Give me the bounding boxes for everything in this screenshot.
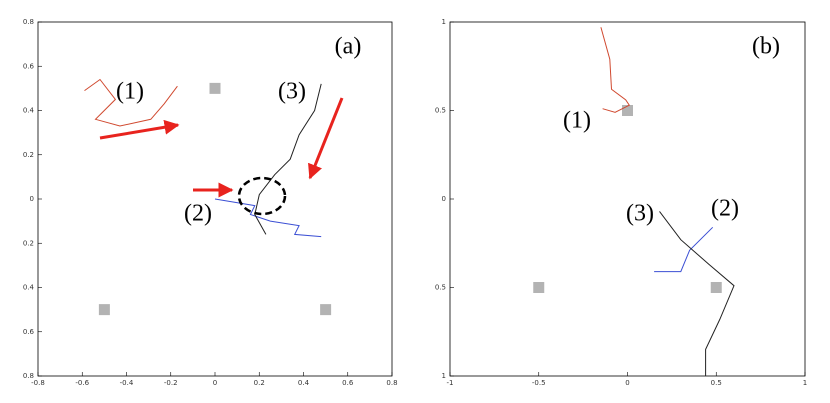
annotation: (2) <box>711 196 739 222</box>
x-tick-label: -0.2 <box>164 379 178 387</box>
trajectory <box>659 211 735 376</box>
x-tick-label: 1 <box>803 379 807 387</box>
annotation: (3) <box>278 79 306 105</box>
x-tick-label: 0 <box>213 379 217 387</box>
x-tick-label: -0.6 <box>75 379 89 387</box>
annotation: (3) <box>626 201 654 227</box>
y-tick-label: 0.4 <box>23 284 35 292</box>
landmark <box>98 304 110 316</box>
arrow <box>99 119 180 140</box>
plot-frame <box>449 21 806 377</box>
annotation: (1) <box>116 79 144 105</box>
landmark <box>710 282 722 293</box>
trajectory <box>214 198 322 238</box>
trajectory <box>600 27 631 113</box>
panel: -0.8 -0.6 -0.4 -0.2 0 0.2 0.4 0.6 0.8 0.8 0.6 0.4 0.… <box>23 18 398 387</box>
x-tick-label: -0.8 <box>31 379 45 387</box>
panel-label: (a) <box>335 34 362 60</box>
annotation: (1) <box>563 108 591 134</box>
y-tick-label: 0.2 <box>23 151 34 159</box>
annotation: (2) <box>184 201 212 227</box>
y-tick-label: 0.6 <box>23 328 35 336</box>
x-tick-label: -1 <box>447 379 454 387</box>
x-tick-label: 0.8 <box>386 379 397 387</box>
panel-label: (b) <box>752 34 780 60</box>
highlight-circle <box>237 176 287 216</box>
y-tick-label: 0.4 <box>23 107 35 115</box>
trajectory <box>84 78 178 127</box>
x-tick-label: -0.4 <box>120 379 134 387</box>
y-tick-label: 0.5 <box>435 107 446 115</box>
y-tick-label: 0 <box>442 195 446 203</box>
trajectory <box>654 226 714 273</box>
y-tick-label: 0.6 <box>23 62 35 70</box>
x-tick-label: 0.6 <box>342 379 354 387</box>
landmark <box>320 304 332 316</box>
x-tick-label: 0.4 <box>298 379 310 387</box>
x-tick-label: 0 <box>625 379 629 387</box>
y-tick-label: 0.8 <box>23 18 34 26</box>
y-tick-label: 0.2 <box>23 239 34 247</box>
x-tick-label: -0.5 <box>532 379 546 387</box>
y-tick-label: 0.8 <box>23 372 34 380</box>
landmark <box>209 82 221 94</box>
x-tick-label: 0.2 <box>254 379 265 387</box>
landmark <box>622 105 633 116</box>
panel: -1 -0.5 0 0.5 1 1 0.5 0 0.5 1 (b) (1) (2) (3) <box>435 18 807 387</box>
y-tick-label: 1 <box>442 372 446 380</box>
y-tick-label: 0 <box>30 195 34 203</box>
x-tick-label: 0.5 <box>711 379 722 387</box>
arrows <box>99 97 344 216</box>
arrow <box>308 97 344 180</box>
y-tick-label: 1 <box>442 18 446 26</box>
trajectory <box>254 83 322 235</box>
landmark <box>533 282 545 293</box>
y-tick-label: 0.5 <box>435 284 446 292</box>
